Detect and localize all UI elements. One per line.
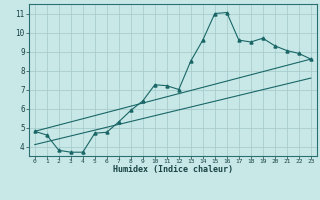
X-axis label: Humidex (Indice chaleur): Humidex (Indice chaleur) (113, 165, 233, 174)
